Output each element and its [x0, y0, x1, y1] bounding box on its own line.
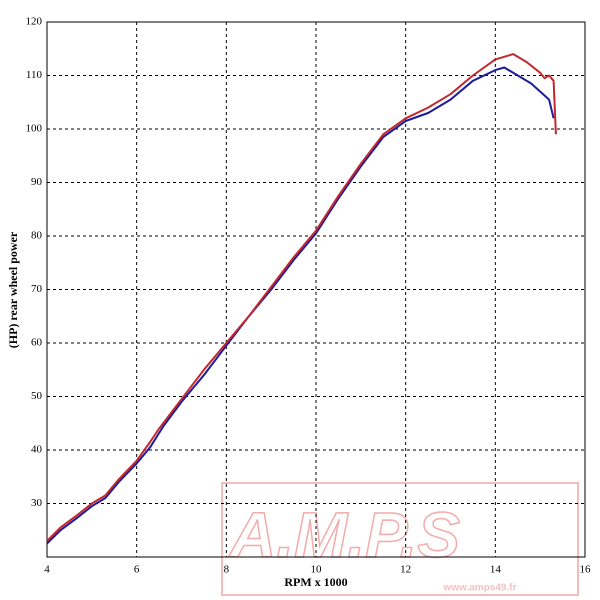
- watermark: A.M.P.S 49 www.amps49.fr: [221, 482, 579, 596]
- y-tick-label: 120: [26, 16, 43, 28]
- x-tick-label: 8: [224, 564, 230, 576]
- y-tick-label: 60: [31, 337, 43, 349]
- series-line: [46, 66, 555, 545]
- y-tick-label: 110: [26, 69, 43, 81]
- watermark-frame: [221, 482, 579, 596]
- x-tick-label: 4: [44, 564, 50, 576]
- y-axis-title: (HP) rear wheel power: [6, 231, 20, 348]
- watermark-url: www.amps49.fr: [443, 583, 517, 594]
- x-tick-label: 10: [311, 564, 323, 576]
- watermark-number: 49: [490, 526, 514, 551]
- y-tick-label: 100: [26, 123, 43, 135]
- x-tick-label: 6: [134, 564, 140, 576]
- y-tick-label: 40: [31, 444, 43, 456]
- x-axis-title: RPM x 1000: [284, 575, 347, 589]
- y-tick-label: 80: [31, 230, 43, 242]
- series-line: [46, 53, 557, 542]
- y-tick-label: 90: [31, 176, 43, 188]
- y-tick-label: 30: [31, 497, 43, 509]
- x-tick-label: 12: [400, 564, 411, 576]
- watermark-logo: A.M.P.S: [228, 499, 460, 571]
- y-tick-label: 50: [31, 390, 43, 402]
- x-tick-label: 16: [580, 564, 592, 576]
- plot-frame: [46, 21, 586, 558]
- y-tick-label: 70: [31, 283, 43, 295]
- x-tick-label: 14: [490, 564, 502, 576]
